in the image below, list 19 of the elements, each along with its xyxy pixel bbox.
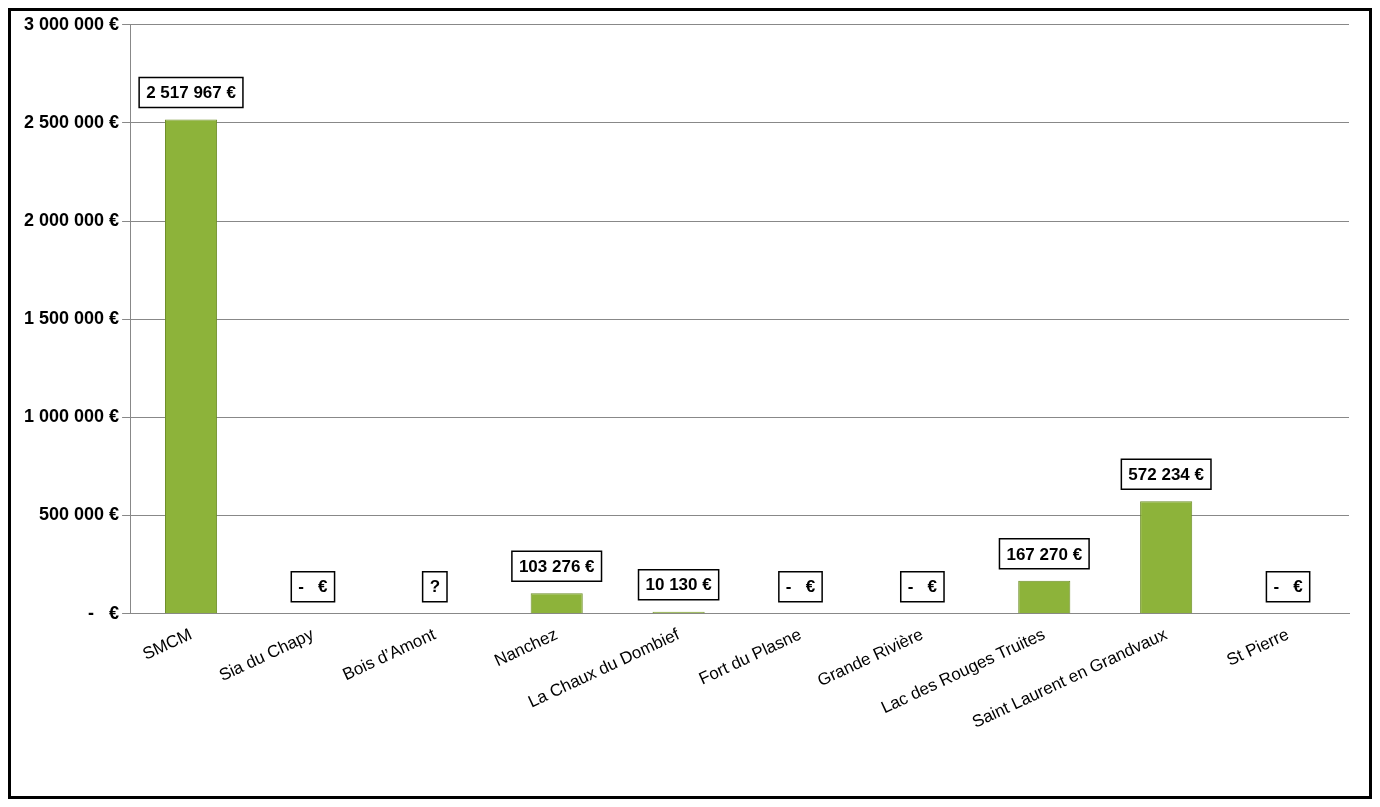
text: ? [429,577,441,597]
data-label: 103 276 € [518,557,596,577]
y-tick-label: 3 000 000 € [24,13,120,34]
data-label: - € [298,577,329,597]
data-label: 2 517 967 € [146,83,237,103]
data-label: 572 234 € [1128,465,1205,485]
y-tick-label: 1 000 000 € [24,406,120,427]
y-tick-label: 2 000 000 € [24,210,120,231]
y-tick-label: 2 500 000 € [24,111,120,132]
data-label: 10 130 € [645,575,713,595]
data-label: 167 270 € [1006,544,1083,564]
x-tick-label: Sia du Chapy [216,624,318,685]
data-label: - € [785,577,816,597]
y-tick-label: 500 000 € [39,504,120,525]
y-tick-label: - € [88,602,120,623]
y-tick-label: 1 500 000 € [24,308,120,329]
data-label: - € [1273,577,1304,597]
x-tick-label: St Pierre [1223,624,1292,670]
data-label: - € [907,577,938,597]
